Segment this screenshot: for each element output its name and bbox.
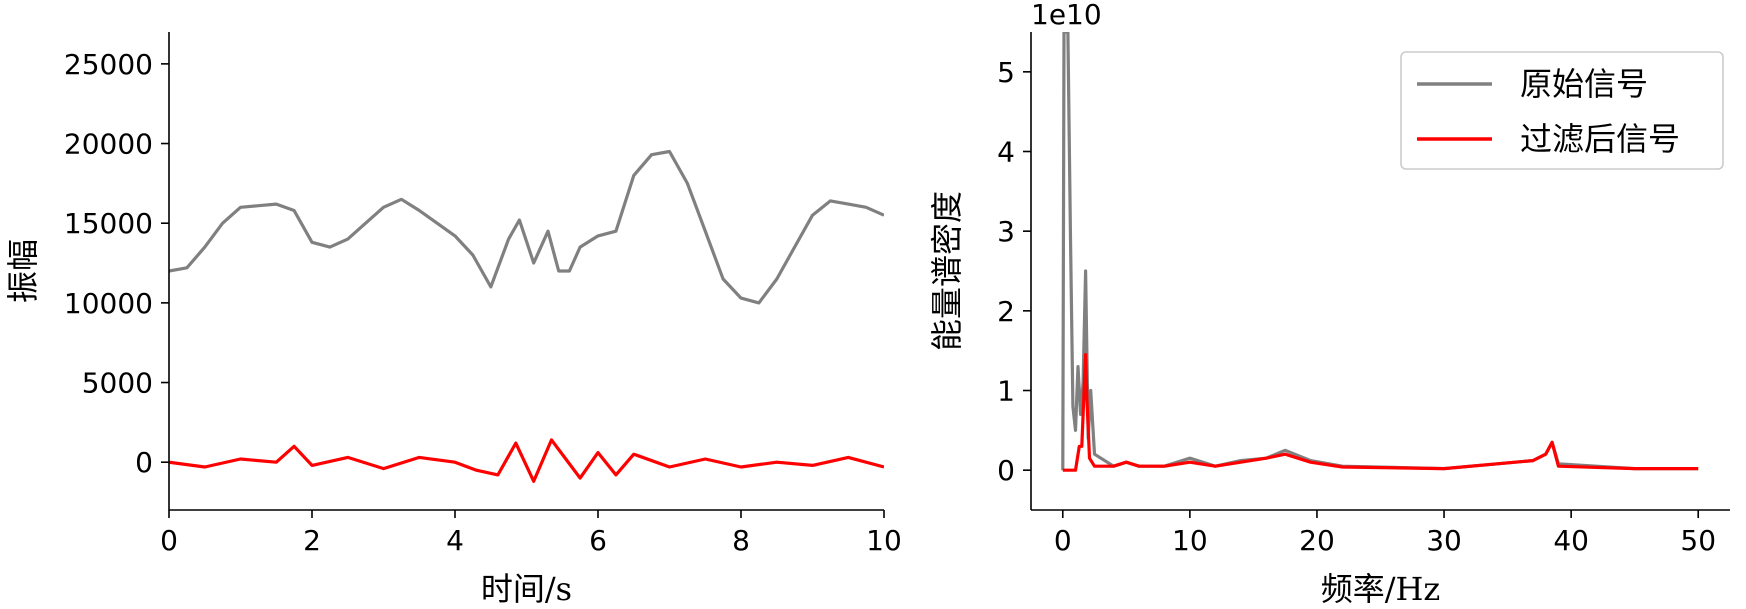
y-tick-label: 5000: [82, 367, 153, 400]
x-tick-label: 10: [1172, 524, 1208, 557]
x-tick-label: 40: [1553, 524, 1589, 557]
y-tick-label: 1: [997, 375, 1015, 408]
x-axis-label: 频率/Hz: [1321, 570, 1441, 608]
series-line-1: [1062, 353, 1699, 472]
y-tick-label: 0: [135, 446, 153, 479]
plot-area: [1061, 32, 1699, 472]
x-tick-label: 6: [589, 524, 607, 557]
y-axis-label: 能量谱密度: [928, 191, 966, 351]
legend-label: 原始信号: [1520, 65, 1648, 103]
axis-offset-text: 1e10: [1031, 0, 1102, 31]
series-line-0: [169, 149, 884, 305]
plot-area: [169, 149, 884, 483]
x-tick-label: 0: [1054, 524, 1072, 557]
x-tick-label: 4: [446, 524, 464, 557]
y-tick-label: 15000: [64, 207, 153, 240]
x-axis-label: 时间/s: [481, 570, 572, 608]
x-tick-label: 0: [160, 524, 178, 557]
legend-label: 过滤后信号: [1520, 120, 1680, 158]
y-tick-label: 5: [997, 56, 1015, 89]
x-tick-label: 20: [1299, 524, 1335, 557]
y-tick-label: 10000: [64, 287, 153, 320]
y-tick-label: 4: [997, 136, 1015, 169]
x-tick-label: 10: [866, 524, 902, 557]
y-tick-label: 3: [997, 215, 1015, 248]
time-domain-chart: 0 2 4 6 8 10 0 5000 10000 15000 20000 25000 时间/s 振幅: [4, 32, 902, 608]
y-axis-label: 振幅: [4, 239, 42, 303]
y-tick-label: 2: [997, 295, 1015, 328]
y-tick-label: 20000: [64, 128, 153, 161]
x-tick-label: 8: [732, 524, 750, 557]
series-line-1: [169, 438, 884, 483]
y-tick-label: 25000: [64, 48, 153, 81]
x-tick-label: 50: [1680, 524, 1716, 557]
x-tick-label: 30: [1426, 524, 1462, 557]
x-tick-label: 2: [303, 524, 321, 557]
y-tick-label: 0: [997, 454, 1015, 487]
